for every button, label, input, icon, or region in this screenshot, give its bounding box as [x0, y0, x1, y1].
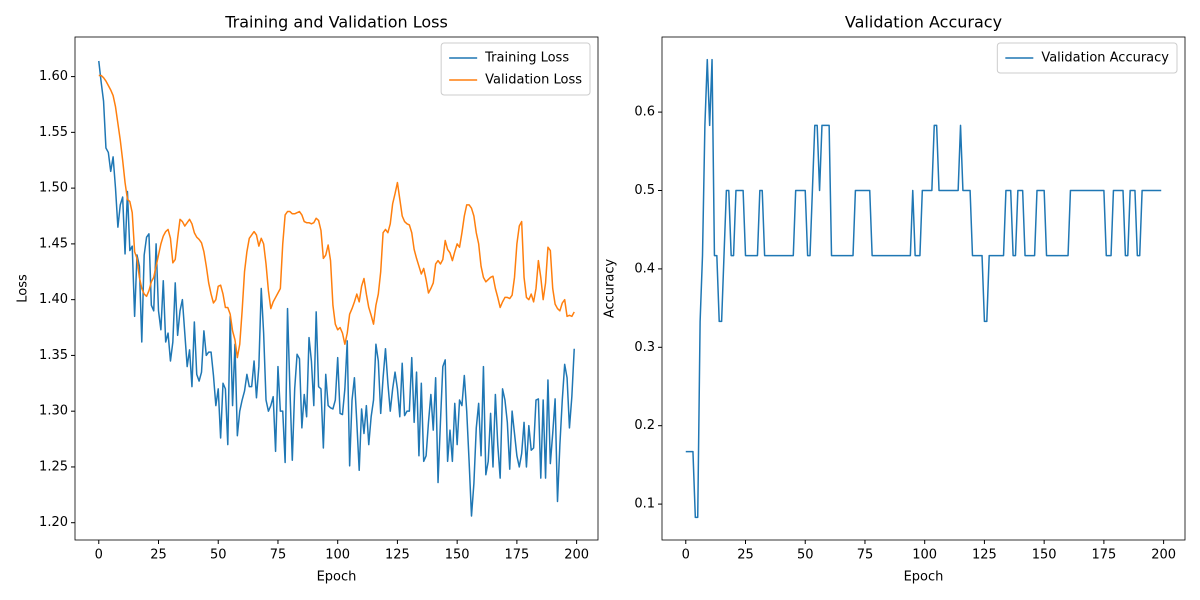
- x-tick-label: 175: [1091, 548, 1116, 563]
- x-tick-label: 100: [912, 548, 937, 563]
- x-axis-label: Epoch: [317, 570, 357, 585]
- y-tick-label: 1.30: [39, 404, 68, 419]
- x-tick-label: 50: [797, 548, 814, 563]
- x-tick-label: 100: [325, 548, 350, 563]
- y-tick-label: 0.1: [634, 497, 655, 512]
- legend: Validation Accuracy: [996, 42, 1178, 74]
- x-tick-label: 175: [504, 548, 529, 563]
- y-tick-label: 1.50: [39, 181, 68, 196]
- y-tick-label: 1.40: [39, 292, 68, 307]
- y-tick-label: 0.5: [634, 183, 655, 198]
- chart-title: Validation Accuracy: [845, 13, 1002, 32]
- x-tick-label: 200: [564, 548, 589, 563]
- y-axis-label: Accuracy: [603, 259, 618, 319]
- y-tick-label: 0.3: [634, 340, 655, 355]
- x-tick-label: 125: [972, 548, 997, 563]
- data-line: [685, 58, 1162, 519]
- x-tick-label: 25: [150, 548, 167, 563]
- y-tick-label: 1.45: [39, 236, 68, 251]
- x-tick-label: 150: [1032, 548, 1057, 563]
- y-tick-label: 1.60: [39, 69, 68, 84]
- x-tick-label: 200: [1151, 548, 1176, 563]
- chart-title: Training and Validation Loss: [224, 13, 448, 32]
- x-tick-label: 150: [445, 548, 470, 563]
- x-tick-label: 25: [737, 548, 754, 563]
- legend-label: Training Loss: [484, 51, 569, 66]
- legend-label: Validation Loss: [485, 73, 582, 88]
- legend: Training Loss Validation Loss: [440, 42, 591, 96]
- y-tick-label: 1.55: [39, 125, 68, 140]
- y-tick-label: 1.20: [39, 515, 68, 530]
- legend-box: [996, 42, 1178, 74]
- y-tick-label: 1.35: [39, 348, 68, 363]
- axes-frame: [661, 36, 1186, 541]
- y-tick-label: 1.25: [39, 459, 68, 474]
- x-tick-label: 0: [95, 548, 103, 563]
- x-tick-label: 0: [682, 548, 690, 563]
- x-tick-label: 50: [210, 548, 227, 563]
- y-axis-label: Loss: [16, 274, 31, 303]
- x-tick-label: 75: [857, 548, 874, 563]
- y-tick-label: 0.2: [634, 418, 655, 433]
- x-tick-label: 75: [270, 548, 287, 563]
- x-tick-label: 125: [385, 548, 410, 563]
- y-tick-label: 0.4: [634, 261, 655, 276]
- y-tick-label: 0.6: [634, 105, 655, 120]
- legend-box: [440, 42, 591, 96]
- axes-frame: [74, 36, 599, 541]
- data-line: [98, 74, 575, 359]
- x-axis-label: Epoch: [904, 570, 944, 585]
- data-line: [98, 60, 575, 517]
- legend-label: Validation Accuracy: [1041, 51, 1169, 66]
